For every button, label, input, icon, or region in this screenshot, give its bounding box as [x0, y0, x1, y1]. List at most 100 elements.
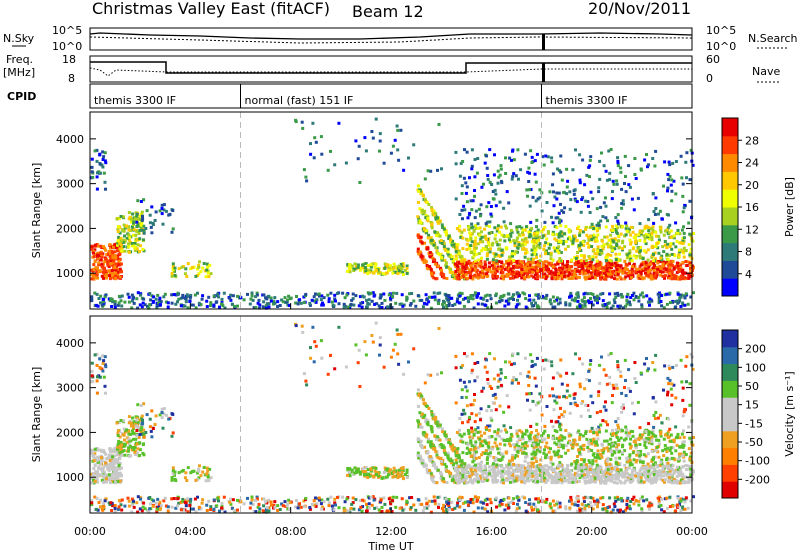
heatmap-cell	[427, 407, 431, 410]
heatmap-cell	[675, 270, 679, 274]
heatmap-cell	[600, 151, 603, 155]
heatmap-cell	[439, 443, 443, 446]
heatmap-cell	[458, 270, 462, 274]
heatmap-cell	[657, 502, 661, 506]
heatmap-cell	[590, 276, 594, 280]
heatmap-cell	[217, 295, 220, 299]
heatmap-cell	[349, 302, 353, 306]
heatmap-cell	[374, 117, 378, 121]
heatmap-cell	[104, 248, 108, 252]
heatmap-cell	[480, 185, 484, 189]
heatmap-cell	[176, 293, 180, 297]
heatmap-cell	[371, 262, 375, 266]
heatmap-cell	[682, 236, 686, 240]
heatmap-cell	[171, 262, 175, 266]
heatmap-cell	[513, 244, 517, 248]
heatmap-cell	[528, 502, 532, 506]
heatmap-cell	[616, 159, 620, 163]
heatmap-cell	[460, 275, 464, 279]
heatmap-cell	[461, 247, 465, 251]
heatmap-cell	[584, 228, 588, 231]
heatmap-cell	[610, 263, 614, 266]
heatmap-cell	[556, 262, 560, 266]
heatmap-cell	[667, 231, 671, 235]
heatmap-cell	[638, 265, 642, 269]
heatmap-cell	[177, 297, 181, 301]
heatmap-cell	[104, 452, 108, 456]
heatmap-cell	[644, 271, 647, 275]
heatmap-cell	[151, 300, 155, 304]
heatmap-cell	[517, 274, 521, 277]
heatmap-cell	[547, 267, 550, 271]
heatmap-cell	[569, 276, 573, 280]
heatmap-cell	[597, 221, 601, 225]
heatmap-cell	[335, 292, 339, 295]
heatmap-cell	[423, 401, 427, 405]
heatmap-cell	[589, 496, 593, 500]
heatmap-cell	[600, 251, 604, 255]
heatmap-cell	[445, 510, 449, 514]
heatmap-cell	[140, 221, 144, 225]
heatmap-cell	[628, 300, 631, 304]
heatmap-cell	[455, 245, 459, 249]
heatmap-cell	[663, 160, 667, 164]
heatmap-cell	[451, 443, 455, 447]
heatmap-cell	[533, 252, 537, 256]
heatmap-cell	[140, 210, 144, 214]
heatmap-cell	[649, 277, 653, 281]
heatmap-cell	[166, 505, 170, 509]
heatmap-cell	[624, 304, 628, 308]
heatmap-cell	[170, 505, 174, 509]
heatmap-cell	[637, 299, 641, 303]
heatmap-cell	[142, 435, 146, 439]
heatmap-cell	[503, 239, 507, 243]
heatmap-cell	[129, 432, 132, 436]
heatmap-cell	[551, 183, 554, 187]
heatmap-cell	[93, 243, 97, 247]
heatmap-cell	[197, 272, 201, 276]
heatmap-cell	[646, 258, 650, 262]
heatmap-cell	[562, 191, 566, 195]
heatmap-cell	[364, 149, 368, 153]
heatmap-cell	[517, 294, 521, 298]
heatmap-cell	[401, 474, 405, 478]
heatmap-cell	[558, 268, 562, 272]
heatmap-cell	[349, 506, 353, 510]
heatmap-cell	[150, 205, 154, 209]
heatmap-cell	[605, 305, 609, 309]
heatmap-cell	[142, 428, 146, 432]
heatmap-cell	[597, 267, 601, 271]
heatmap-cell	[483, 161, 487, 165]
heatmap-cell	[410, 292, 414, 295]
heatmap-cell	[587, 270, 590, 273]
heatmap-cell	[184, 267, 188, 271]
heatmap-cell	[139, 223, 143, 227]
heatmap-cell	[678, 497, 682, 501]
heatmap-cell	[276, 305, 280, 308]
heatmap-cell	[405, 502, 409, 506]
heatmap-cell	[479, 214, 482, 218]
heatmap-cell	[183, 296, 187, 300]
heatmap-cell	[583, 276, 587, 279]
heatmap-cell	[101, 354, 105, 358]
heatmap-cell	[432, 243, 436, 247]
heatmap-cell	[132, 221, 136, 225]
heatmap-cell	[356, 265, 360, 269]
heatmap-cell	[385, 271, 388, 275]
heatmap-cell	[521, 243, 525, 247]
heatmap-cell	[93, 353, 97, 357]
heatmap-cell	[474, 236, 478, 240]
heatmap-cell	[92, 478, 95, 482]
heatmap-cell	[383, 502, 387, 506]
heatmap-cell	[530, 155, 534, 159]
heatmap-cell	[458, 229, 462, 233]
heatmap-cell	[96, 455, 100, 459]
heatmap-cell	[209, 301, 213, 305]
heatmap-cell	[334, 299, 337, 303]
heatmap-cell	[630, 276, 633, 280]
heatmap-cell	[184, 504, 188, 508]
heatmap-cell	[641, 229, 645, 233]
heatmap-cell	[180, 265, 184, 269]
heatmap-cell	[113, 458, 117, 461]
heatmap-cell	[622, 202, 625, 206]
